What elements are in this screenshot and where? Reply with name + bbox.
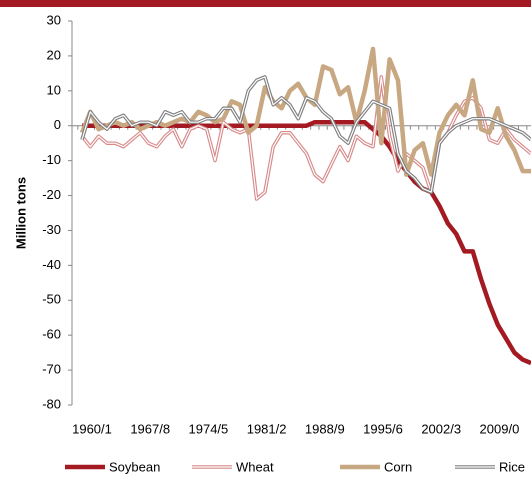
y-tick-label: 10 (47, 82, 61, 97)
y-tick-label: 30 (47, 12, 61, 27)
y-tick-label: 0 (54, 117, 61, 132)
y-tick-label: -60 (42, 327, 61, 342)
y-tick-label: -30 (42, 222, 61, 237)
legend-label: Corn (384, 459, 412, 474)
y-axis-label: Million tons (13, 177, 28, 249)
series-line-inner (81, 76, 531, 200)
y-tick-label: -10 (42, 152, 61, 167)
x-tick-label: 1960/1 (72, 421, 112, 436)
x-tick-label: 1988/9 (305, 421, 345, 436)
x-tick-label: 1995/6 (363, 421, 403, 436)
x-tick-label: 1981/2 (247, 421, 287, 436)
series-line-inner (81, 76, 531, 193)
x-tick-label: 2002/3 (421, 421, 461, 436)
x-tick-label: 1967/8 (130, 421, 170, 436)
x-tick-label: 1974/5 (189, 421, 229, 436)
legend-label: Wheat (236, 459, 274, 474)
legend-label: Soybean (109, 459, 160, 474)
y-tick-label: -80 (42, 396, 61, 411)
y-tick-label: -50 (42, 292, 61, 307)
y-tick-label: -70 (42, 362, 61, 377)
y-tick-label: -40 (42, 257, 61, 272)
y-tick-label: 20 (47, 47, 61, 62)
x-tick-label: 2009/0 (480, 421, 520, 436)
y-tick-label: -20 (42, 187, 61, 202)
header-bar (0, 0, 531, 7)
legend-label: Rice (499, 459, 525, 474)
